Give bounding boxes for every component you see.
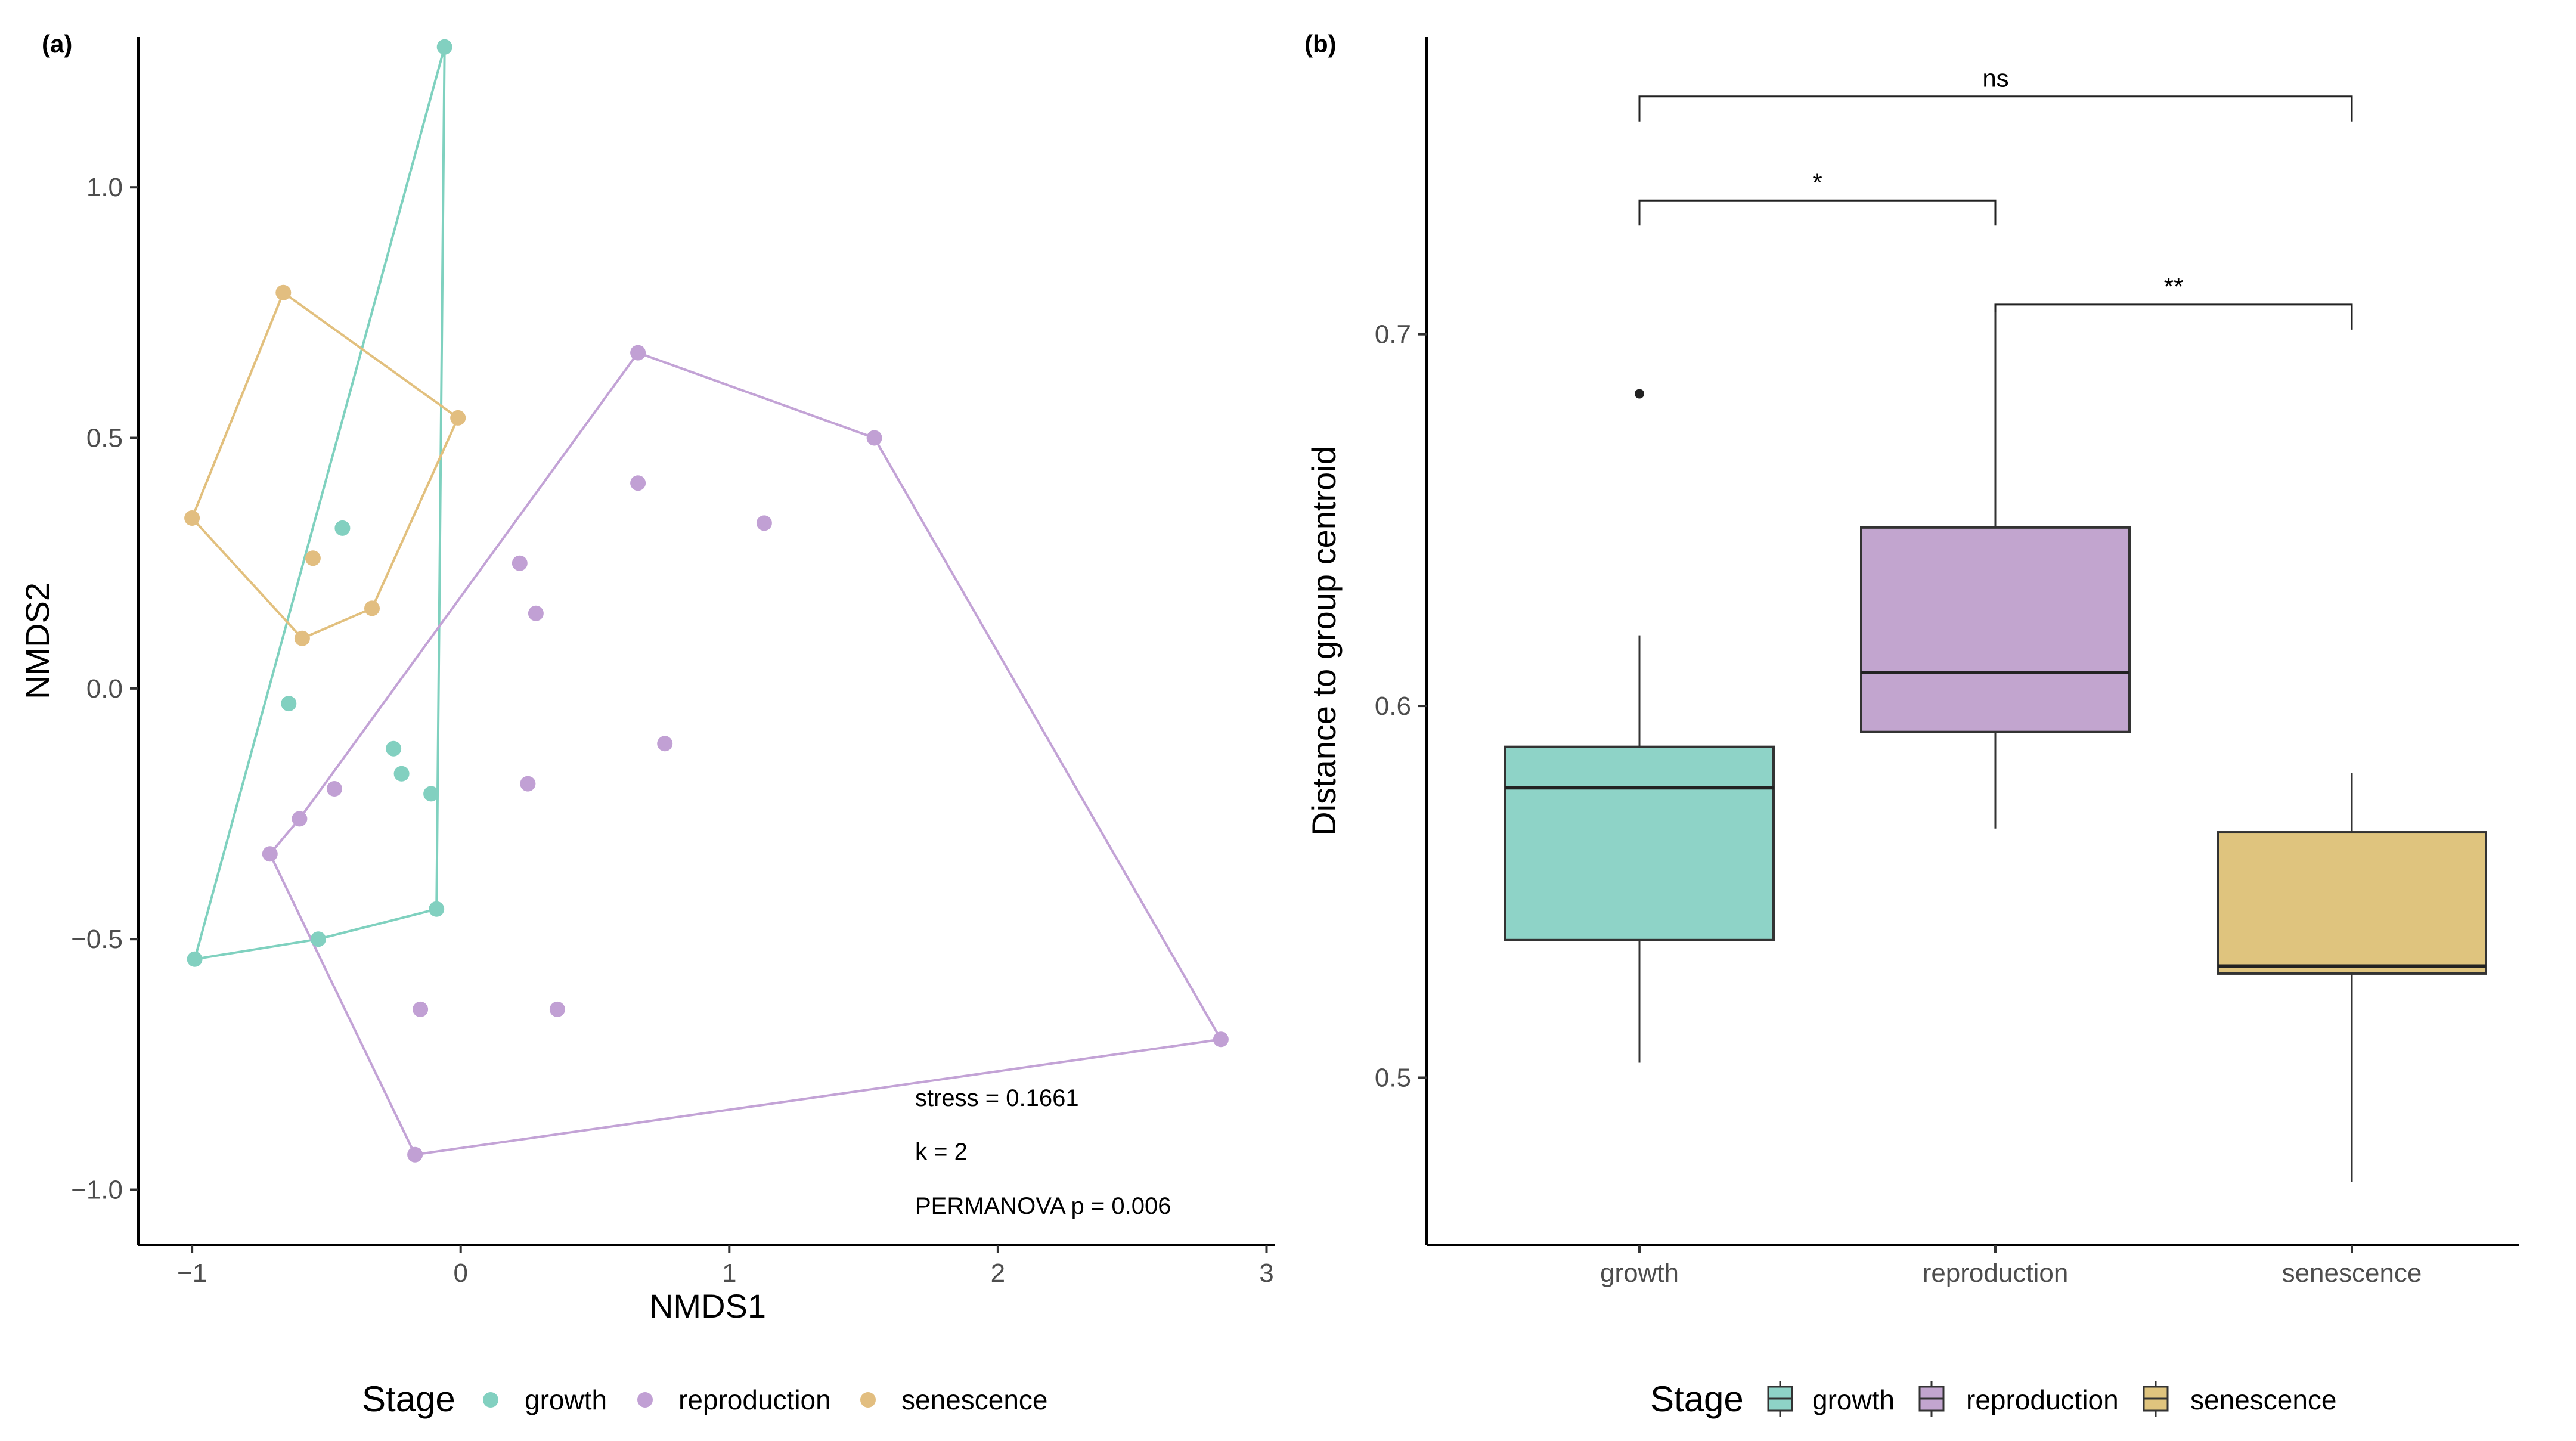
point-growth-7 xyxy=(429,901,445,917)
point-reproduction-2 xyxy=(866,430,882,446)
a-ytick-label-3: 0.5 xyxy=(86,424,123,453)
panel-a-nmds-plot: (a) −1.0 −0.5 0.0 0.5 1.0 −1 0 1 2 3 NMDS1 NMDS2… xyxy=(18,30,1275,1419)
a-ytick-label-2: 0.0 xyxy=(86,674,123,704)
point-growth-6 xyxy=(423,786,439,802)
point-reproduction-11 xyxy=(262,846,278,862)
legend-b-growth-key xyxy=(1767,1381,1793,1417)
point-reproduction-14 xyxy=(1213,1031,1229,1048)
point-reproduction-12 xyxy=(413,1001,429,1017)
b-ytick-label-2: 0.7 xyxy=(1375,320,1411,349)
point-growth-8 xyxy=(310,931,326,947)
point-reproduction-10 xyxy=(292,811,308,827)
a-ytick-label-1: −0.5 xyxy=(71,925,123,954)
a-xtick-label-0: −1 xyxy=(177,1259,207,1288)
point-growth-5 xyxy=(393,766,410,782)
box-senescence xyxy=(2217,831,2487,975)
bracket-label-growth-senescence: ns xyxy=(1982,64,2008,92)
panel-b-legend: Stage growth reproduction senesc xyxy=(1650,1379,2337,1419)
a-ytick-label-4: 1.0 xyxy=(86,173,123,202)
point-reproduction-5 xyxy=(512,555,528,571)
panel-b-boxes xyxy=(1504,312,2487,1182)
legend-a-reproduction-key xyxy=(637,1392,653,1408)
stress-annotation: stress = 0.1661 xyxy=(915,1085,1079,1111)
panel-a-x-axis-title: NMDS1 xyxy=(649,1287,766,1325)
panel-b-x-ticks: growth reproduction senescence xyxy=(1600,1245,2422,1288)
point-growth-2 xyxy=(334,520,351,536)
bracket-reproduction-senescence xyxy=(1994,303,2353,330)
bracket-growth-senescence xyxy=(1638,95,2353,122)
point-reproduction-1 xyxy=(630,345,646,361)
point-senescence-2 xyxy=(450,410,466,426)
legend-a-reproduction-label: reproduction xyxy=(678,1384,831,1415)
legend-a-title: Stage xyxy=(362,1379,455,1419)
point-senescence-3 xyxy=(184,510,200,526)
box-growth xyxy=(1504,745,1775,941)
legend-b-senescence-label: senescence xyxy=(2190,1384,2337,1415)
a-xtick-label-3: 2 xyxy=(991,1259,1005,1288)
a-xtick-label-1: 0 xyxy=(453,1259,467,1288)
panel-b-boxplot: (b) ns*** 0.50.60.7 growth reproduction se… xyxy=(1304,30,2519,1419)
b-xtick-label-reproduction: reproduction xyxy=(1923,1259,2069,1288)
panel-b-significance-brackets: ns*** xyxy=(1638,64,2353,330)
panel-a-points xyxy=(184,39,1229,1163)
panel-a-label: (a) xyxy=(42,30,72,58)
point-senescence-1 xyxy=(275,284,292,300)
point-senescence-5 xyxy=(364,600,380,616)
point-growth-1 xyxy=(436,39,452,55)
a-xtick-label-2: 1 xyxy=(722,1259,736,1288)
point-reproduction-4 xyxy=(756,515,772,531)
a-xtick-label-4: 3 xyxy=(1259,1259,1273,1288)
legend-b-growth-label: growth xyxy=(1812,1384,1895,1415)
b-ytick-label-0: 0.5 xyxy=(1375,1063,1411,1092)
legend-b-reproduction-key xyxy=(1918,1381,1945,1417)
legend-a-growth-label: growth xyxy=(525,1384,607,1415)
b-xtick-label-growth: growth xyxy=(1600,1259,1679,1288)
bracket-label-growth-reproduction: * xyxy=(1812,168,1822,196)
b-ytick-label-1: 0.6 xyxy=(1375,692,1411,721)
panel-a-y-axis-title: NMDS2 xyxy=(18,582,56,699)
outlier-growth-1 xyxy=(1635,389,1644,399)
point-senescence-6 xyxy=(294,630,310,646)
point-growth-3 xyxy=(281,696,297,712)
point-senescence-4 xyxy=(305,550,321,566)
point-reproduction-9 xyxy=(326,781,342,797)
hull-reproduction xyxy=(268,351,1223,1156)
a-ytick-label-0: −1.0 xyxy=(71,1176,123,1205)
legend-a-growth-key xyxy=(483,1392,498,1408)
panel-b-y-ticks: 0.5 0.6 0.7 xyxy=(1375,320,1427,1092)
b-xtick-label-senescence: senescence xyxy=(2282,1259,2422,1288)
point-reproduction-7 xyxy=(657,736,673,752)
point-reproduction-6 xyxy=(528,605,544,621)
panel-a-x-ticks: −1 0 1 2 3 xyxy=(177,1245,1274,1288)
legend-b-reproduction-label: reproduction xyxy=(1966,1384,2119,1415)
box-reproduction xyxy=(1860,526,2131,733)
permanova-annotation: PERMANOVA p = 0.006 xyxy=(915,1193,1171,1219)
point-reproduction-15 xyxy=(407,1146,423,1163)
point-reproduction-8 xyxy=(520,776,536,792)
panel-a-legend: Stage growth reproduction senescence xyxy=(362,1379,1048,1419)
point-growth-4 xyxy=(386,740,402,757)
hull-senescence xyxy=(190,290,460,640)
panel-b-y-axis-title: Distance to group centroid xyxy=(1305,446,1343,836)
point-reproduction-3 xyxy=(630,475,646,491)
bracket-label-reproduction-senescence: ** xyxy=(2164,272,2184,300)
point-growth-9 xyxy=(187,951,203,967)
hull-growth xyxy=(193,47,446,961)
legend-b-senescence-key xyxy=(2143,1381,2169,1417)
legend-a-senescence-label: senescence xyxy=(901,1384,1048,1415)
legend-a-senescence-key xyxy=(860,1392,876,1408)
bracket-growth-reproduction xyxy=(1638,199,1997,226)
legend-b-title: Stage xyxy=(1650,1379,1744,1419)
panel-a-hulls xyxy=(190,47,1223,1156)
panel-a-y-ticks: −1.0 −0.5 0.0 0.5 1.0 xyxy=(71,173,138,1205)
point-reproduction-13 xyxy=(549,1001,565,1017)
k-annotation: k = 2 xyxy=(915,1139,968,1165)
panel-b-label: (b) xyxy=(1304,30,1337,58)
